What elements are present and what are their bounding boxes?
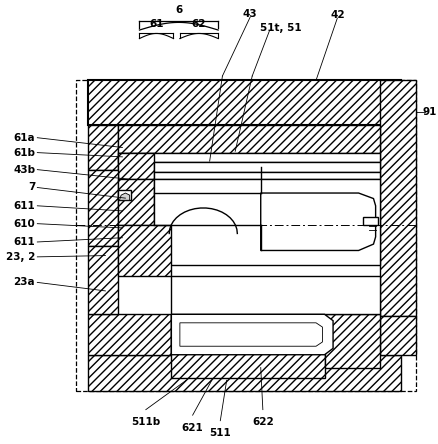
- Polygon shape: [88, 125, 118, 170]
- Text: 611: 611: [14, 237, 35, 247]
- Text: 42: 42: [329, 10, 344, 20]
- Polygon shape: [118, 179, 154, 225]
- Polygon shape: [324, 314, 379, 368]
- Text: 62: 62: [191, 19, 206, 29]
- Text: 6: 6: [175, 5, 182, 15]
- Polygon shape: [379, 80, 415, 317]
- Polygon shape: [154, 162, 379, 172]
- Polygon shape: [88, 170, 118, 246]
- Polygon shape: [88, 355, 400, 391]
- Polygon shape: [118, 190, 131, 200]
- Polygon shape: [88, 80, 400, 125]
- Text: 7: 7: [28, 182, 35, 193]
- Polygon shape: [88, 246, 118, 314]
- Polygon shape: [171, 276, 379, 314]
- Polygon shape: [171, 314, 332, 355]
- Polygon shape: [119, 193, 129, 200]
- Text: 43: 43: [242, 9, 257, 19]
- Text: 622: 622: [251, 417, 273, 427]
- Polygon shape: [180, 323, 321, 346]
- Polygon shape: [118, 125, 379, 153]
- Text: 91: 91: [422, 107, 436, 117]
- Polygon shape: [118, 153, 154, 179]
- Polygon shape: [118, 225, 171, 276]
- Polygon shape: [154, 172, 379, 179]
- Polygon shape: [260, 193, 375, 250]
- Text: 23a: 23a: [14, 278, 35, 287]
- Text: 61b: 61b: [13, 147, 35, 158]
- Polygon shape: [171, 314, 324, 378]
- Text: 511b: 511b: [131, 417, 160, 427]
- Text: 51t, 51: 51t, 51: [260, 24, 301, 33]
- Polygon shape: [362, 217, 377, 225]
- Polygon shape: [88, 314, 171, 355]
- Text: 511: 511: [209, 428, 231, 438]
- Text: 611: 611: [14, 201, 35, 211]
- Polygon shape: [118, 153, 379, 162]
- Polygon shape: [154, 179, 379, 266]
- Text: 610: 610: [14, 218, 35, 229]
- Polygon shape: [379, 317, 415, 355]
- Text: 23, 2: 23, 2: [6, 252, 35, 262]
- Text: 61a: 61a: [14, 133, 35, 143]
- Bar: [75, 80, 415, 391]
- Text: 43b: 43b: [13, 165, 35, 174]
- Text: 621: 621: [181, 423, 203, 433]
- Text: 61: 61: [149, 19, 163, 29]
